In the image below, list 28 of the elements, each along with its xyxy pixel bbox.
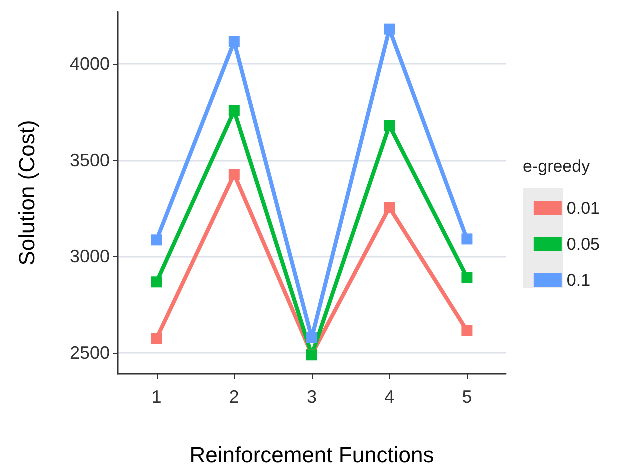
point (306, 332, 318, 344)
y-tick-label: 3000 (70, 246, 110, 267)
x-axis-title: Reinforcement Functions (190, 442, 434, 468)
x-tick-label: 3 (306, 387, 318, 407)
x-tick-label: 1 (152, 387, 162, 407)
point (462, 234, 473, 245)
legend-label: 0.01 (566, 199, 600, 218)
y-tick-label: 2500 (70, 342, 110, 363)
point (228, 169, 240, 180)
x-tick-label: 4 (384, 387, 395, 407)
point (228, 105, 240, 116)
x-tick-label: 2 (229, 387, 240, 407)
point (384, 24, 396, 35)
legend-title: e-greedy (523, 157, 591, 176)
y-tick-label: 4000 (70, 54, 110, 74)
point (384, 120, 396, 132)
x-tick-label: 5 (462, 387, 472, 407)
point (462, 272, 473, 284)
y-axis-title: Solution (Cost) (14, 120, 40, 266)
point (151, 276, 162, 288)
point (384, 202, 396, 214)
y-tick-label: 3500 (70, 150, 110, 170)
point (151, 234, 162, 246)
legend-label: 0.05 (566, 235, 600, 254)
point (462, 325, 473, 336)
legend-label: 0.1 (566, 271, 591, 290)
point (228, 36, 240, 48)
point (151, 333, 162, 344)
